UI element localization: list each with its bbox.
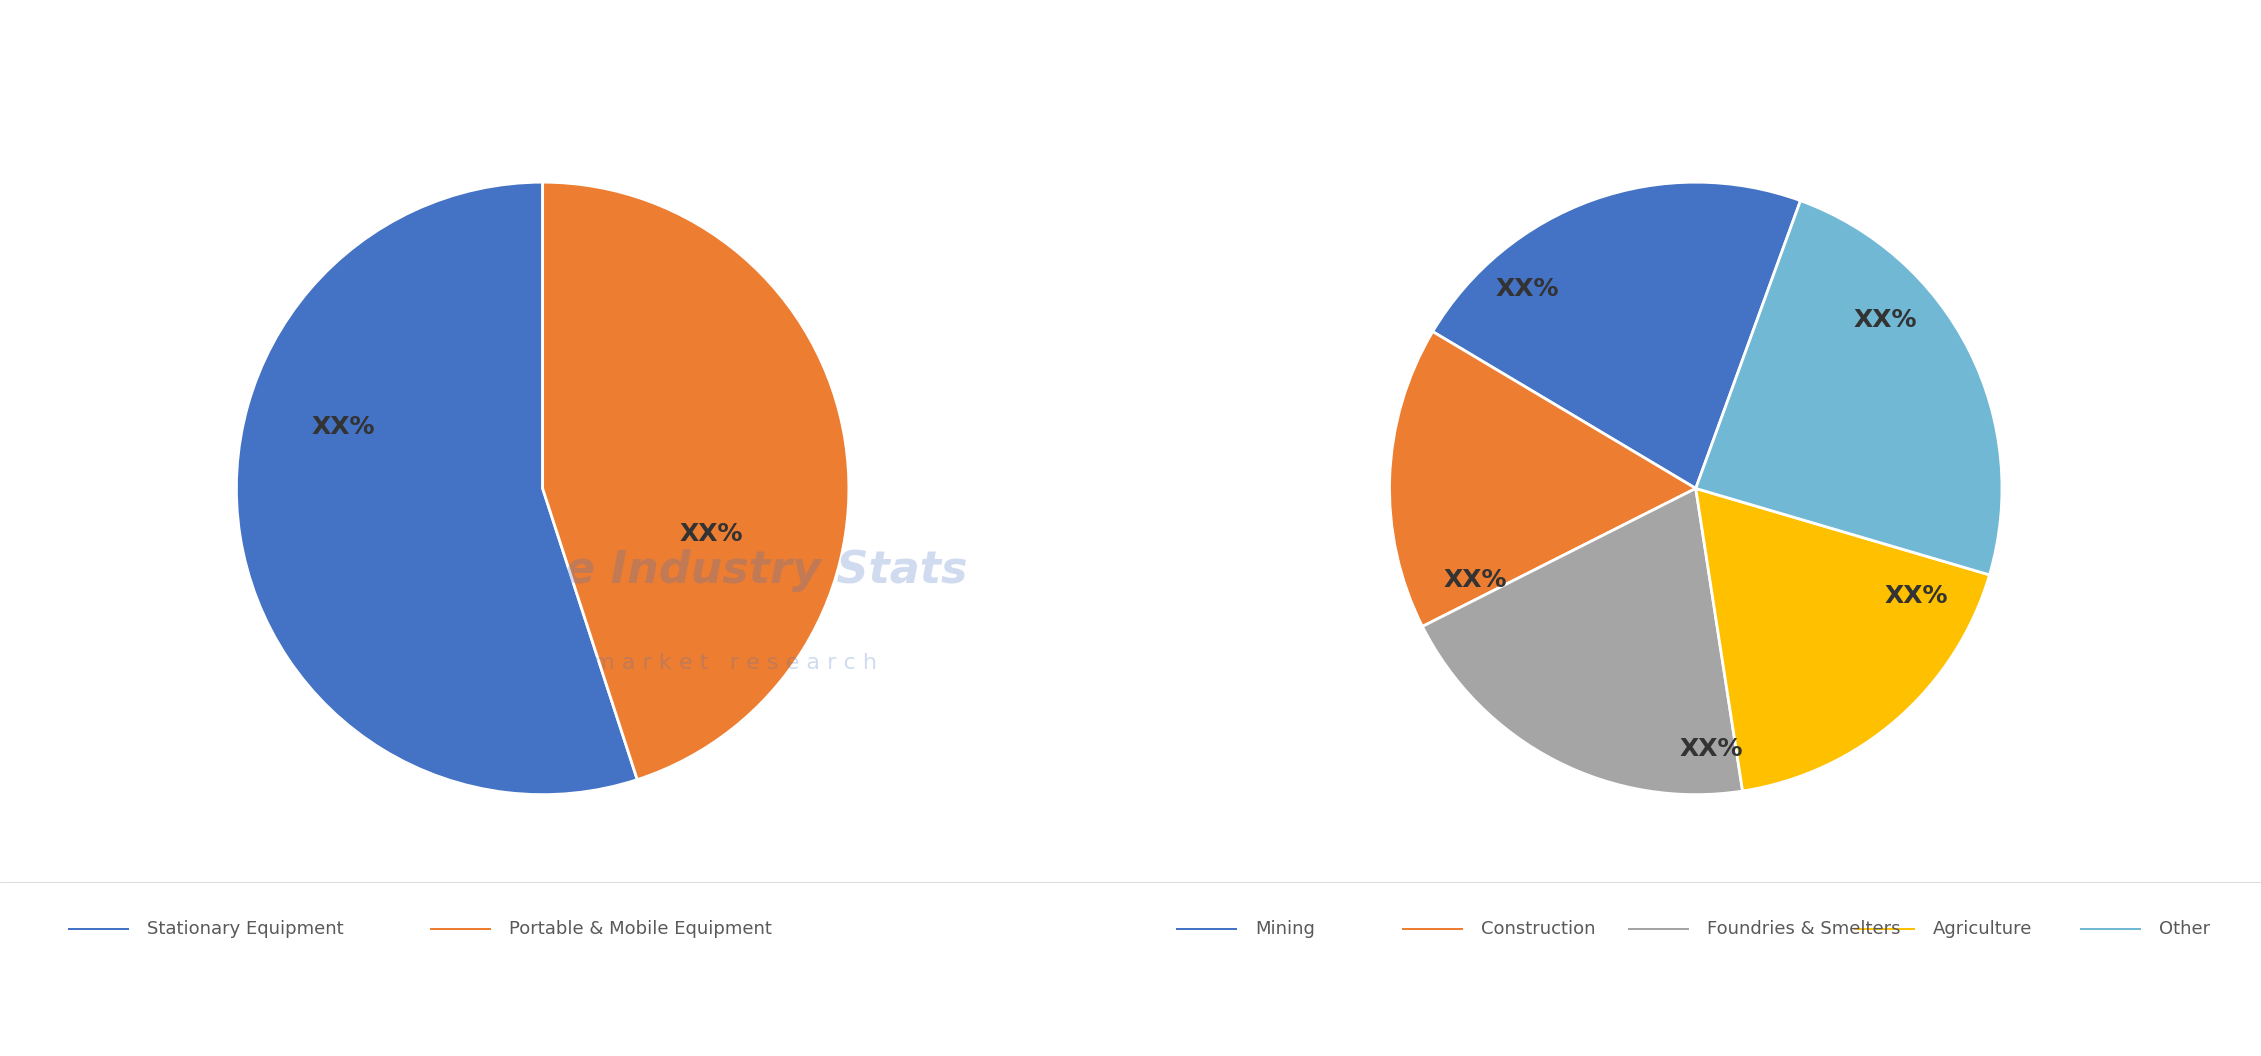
Text: Email: sales@theindustrystats.com: Email: sales@theindustrystats.com xyxy=(922,1011,1339,1031)
Text: XX%: XX% xyxy=(678,523,744,546)
Text: Foundries & Smelters: Foundries & Smelters xyxy=(1707,920,1902,939)
Text: Portable & Mobile Equipment: Portable & Mobile Equipment xyxy=(509,920,771,939)
Wedge shape xyxy=(237,182,638,794)
FancyBboxPatch shape xyxy=(1176,928,1237,930)
FancyBboxPatch shape xyxy=(1628,928,1689,930)
Text: Stationary Equipment: Stationary Equipment xyxy=(147,920,344,939)
Wedge shape xyxy=(1433,183,1800,488)
Wedge shape xyxy=(1391,332,1696,626)
Text: XX%: XX% xyxy=(1883,584,1949,607)
Text: Construction: Construction xyxy=(1481,920,1596,939)
Wedge shape xyxy=(1696,488,1990,791)
Text: XX%: XX% xyxy=(1680,737,1743,760)
Text: Source: Theindustrystats Analysis: Source: Theindustrystats Analysis xyxy=(45,1011,448,1031)
Text: XX%: XX% xyxy=(1443,568,1508,592)
FancyBboxPatch shape xyxy=(2080,928,2141,930)
Text: m a r k e t   r e s e a r c h: m a r k e t r e s e a r c h xyxy=(592,653,877,673)
FancyBboxPatch shape xyxy=(1854,928,1915,930)
Text: Fig. Global Screening Equipment Market Share by Product Types & Application: Fig. Global Screening Equipment Market S… xyxy=(45,38,1397,67)
Wedge shape xyxy=(1422,488,1743,794)
Text: The Industry Stats: The Industry Stats xyxy=(502,549,968,591)
Wedge shape xyxy=(543,182,848,779)
Text: Agriculture: Agriculture xyxy=(1933,920,2033,939)
Text: XX%: XX% xyxy=(312,415,375,439)
Text: XX%: XX% xyxy=(1854,308,1917,332)
Text: Website: www.theindustrystats.com: Website: www.theindustrystats.com xyxy=(1788,1011,2216,1031)
Wedge shape xyxy=(1696,201,2001,574)
Text: Mining: Mining xyxy=(1255,920,1314,939)
Text: Other: Other xyxy=(2159,920,2211,939)
FancyBboxPatch shape xyxy=(1402,928,1463,930)
FancyBboxPatch shape xyxy=(430,928,491,930)
Text: XX%: XX% xyxy=(1495,278,1560,301)
FancyBboxPatch shape xyxy=(68,928,129,930)
